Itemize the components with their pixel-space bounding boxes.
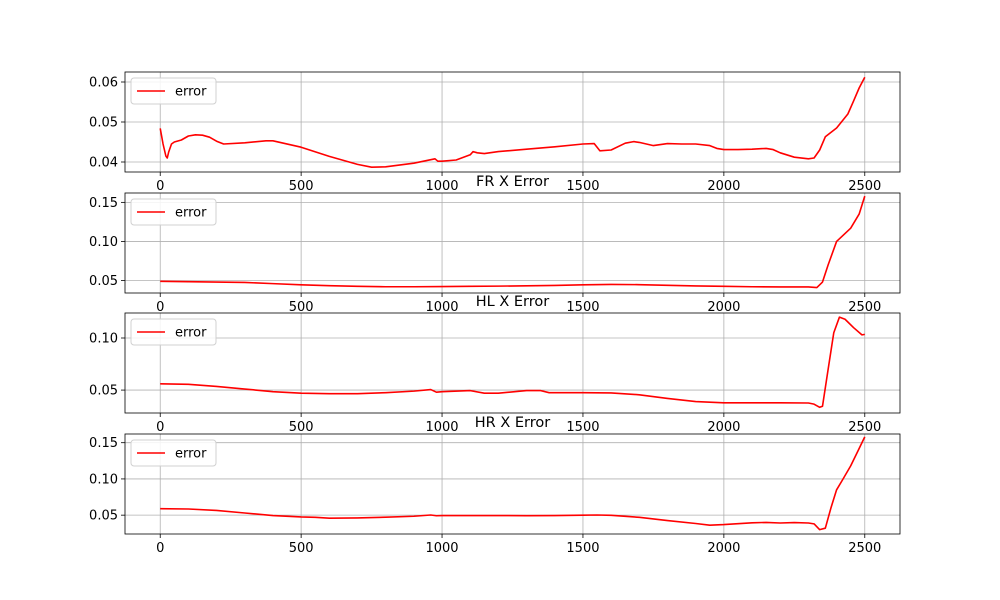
x-tick-label: 500	[289, 420, 314, 435]
subplot-3: HL X Error 0 500 1000 1500 2000 2500 0.05 0.10 er…	[89, 294, 901, 435]
x-tick-label: 500	[289, 300, 314, 315]
y-tick-label: 0.05	[89, 509, 118, 524]
y-tick-label: 0.15	[89, 196, 118, 211]
x-tick-label: 1500	[566, 541, 599, 556]
x-tick-label: 1500	[566, 179, 599, 194]
x-tick-label: 500	[289, 179, 314, 194]
y-tick-label: 0.04	[89, 156, 118, 171]
legend-box	[130, 77, 217, 105]
subplot-1: 0 500 1000 1500 2000 2500 0.04 0.05 0.06 error	[89, 71, 901, 194]
x-tick-label: 2000	[707, 300, 740, 315]
axes-frame	[124, 433, 901, 535]
y-tick-label: 0.05	[89, 274, 118, 289]
y-tick-label: 0.05	[89, 384, 118, 399]
x-tick-label: 1000	[425, 541, 458, 556]
y-tick-label: 0.10	[89, 472, 118, 487]
y-tick-label: 0.05	[89, 116, 118, 131]
series-line-error	[160, 316, 865, 409]
x-tick-label: 2500	[848, 300, 881, 315]
legend-label: error	[175, 447, 207, 462]
series-line-error	[160, 436, 866, 531]
x-tick-label: 1000	[425, 179, 458, 194]
x-tick-label: 0	[156, 300, 164, 315]
x-tick-label: 0	[156, 420, 164, 435]
x-tick-label: 1500	[566, 420, 599, 435]
legend-box	[130, 318, 217, 346]
legend: error	[130, 318, 217, 346]
y-tick-label: 0.10	[89, 235, 118, 250]
x-tick-label: 2500	[848, 179, 881, 194]
x-tick-label: 2500	[848, 420, 881, 435]
series-line-error	[159, 76, 866, 168]
y-tick-label: 0.06	[89, 76, 118, 91]
x-tick-label: 1500	[566, 300, 599, 315]
x-tick-label: 0	[156, 179, 164, 194]
y-tick-label: 0.10	[89, 332, 118, 347]
x-tick-label: 0	[156, 541, 164, 556]
legend-label: error	[175, 85, 207, 100]
x-tick-label: 1000	[425, 300, 458, 315]
legend: error	[130, 77, 217, 105]
x-tick-label: 2000	[707, 420, 740, 435]
legend: error	[130, 198, 217, 226]
axes-frame	[124, 192, 901, 294]
x-tick-label: 2500	[848, 541, 881, 556]
subplot-title: HR X Error	[475, 415, 551, 431]
subplot-title: HL X Error	[476, 294, 550, 310]
y-tick-label: 0.15	[89, 436, 118, 451]
axes-frame	[124, 312, 901, 414]
subplot-2: FR X Error 0 500 1000 1500 2000 2500 0.05 0.10 0.…	[89, 174, 901, 315]
x-tick-label: 1000	[425, 420, 458, 435]
x-tick-label: 500	[289, 541, 314, 556]
series-line-error	[160, 195, 866, 289]
legend-label: error	[175, 206, 207, 221]
legend-box	[130, 198, 217, 226]
legend-label: error	[175, 326, 207, 341]
subplot-4: HR X Error 0 500 1000 1500 2000 2500 0.05 0.10 0.…	[89, 415, 901, 556]
x-tick-label: 2000	[707, 541, 740, 556]
legend: error	[130, 439, 217, 467]
x-tick-label: 2000	[707, 179, 740, 194]
legend-box	[130, 439, 217, 467]
subplot-title: FR X Error	[476, 174, 549, 190]
